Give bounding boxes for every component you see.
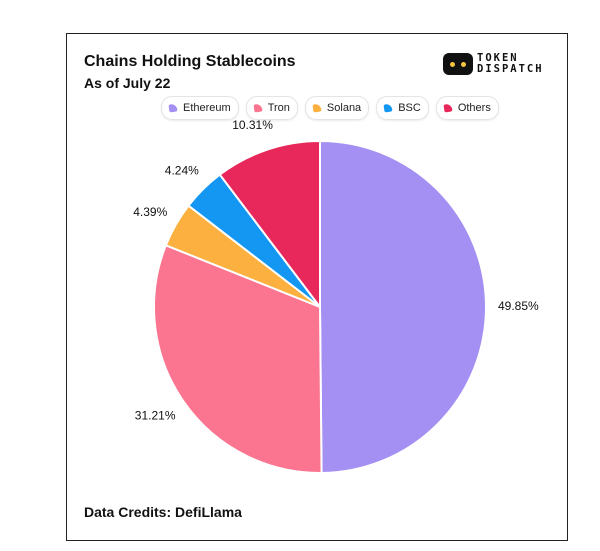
legend-label-bsc: BSC <box>398 102 421 114</box>
legend-item-ethereum: Ethereum <box>161 96 239 120</box>
pie-label-others: 10.31% <box>232 118 273 132</box>
legend-item-others: Others <box>435 96 499 120</box>
legend-item-solana: Solana <box>304 96 370 120</box>
legend-label-others: Others <box>457 102 491 114</box>
token-dispatch-eyes-icon <box>443 53 473 75</box>
chart-card: Chains Holding Stablecoins As of July 22… <box>66 33 568 541</box>
token-dispatch-logo: TOKEN DISPATCH <box>443 53 544 75</box>
chart-subtitle: As of July 22 <box>84 75 171 91</box>
chart-title: Chains Holding Stablecoins <box>84 53 296 70</box>
legend-label-tron: Tron <box>267 102 290 114</box>
legend-label-ethereum: Ethereum <box>183 102 231 114</box>
legend-item-bsc: BSC <box>376 96 429 120</box>
chart-legend: Ethereum Tron Solana BSC Others <box>161 96 499 120</box>
pie-chart: 49.85% 31.21% 4.39% 4.24% 10.31% <box>133 118 539 475</box>
legend-item-tron: Tron <box>245 96 298 120</box>
pie-label-ethereum: 49.85% <box>498 299 539 313</box>
pie-label-solana: 4.39% <box>133 205 167 219</box>
logo-line-2: DISPATCH <box>477 63 544 75</box>
pie-slice-others <box>218 139 321 310</box>
pie-label-bsc: 4.24% <box>165 164 199 178</box>
logo-text: TOKEN DISPATCH <box>477 53 544 75</box>
data-credits: Data Credits: DefiLlama <box>84 504 242 520</box>
pie-slice-tron <box>153 244 323 474</box>
pie-label-tron: 31.21% <box>135 408 176 422</box>
logo-line-1: TOKEN <box>477 52 519 64</box>
pie-slice-ethereum <box>319 139 487 475</box>
legend-label-solana: Solana <box>326 102 362 114</box>
